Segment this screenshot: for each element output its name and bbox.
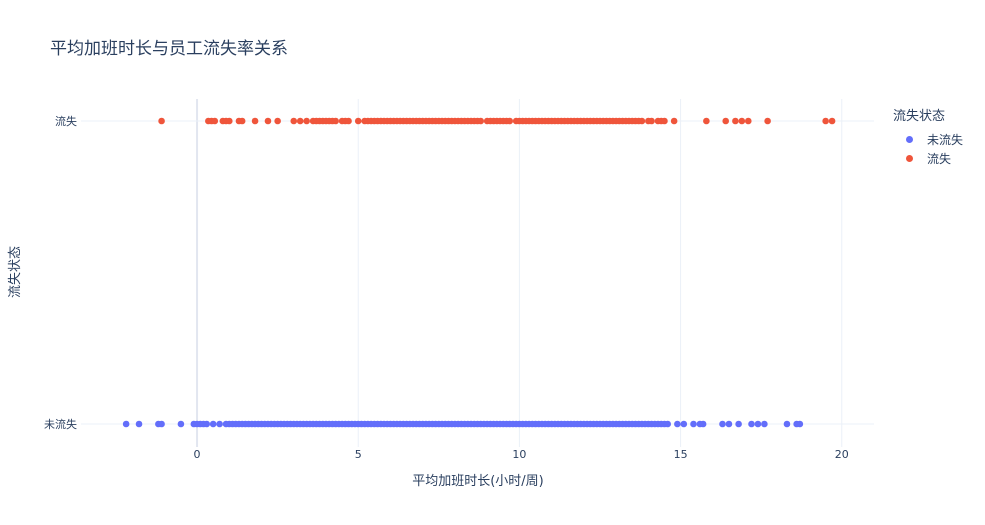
legend-title: 流失状态 bbox=[893, 109, 946, 124]
data-point-not-churned bbox=[209, 420, 217, 428]
data-point-churned bbox=[345, 117, 352, 125]
data-point-not-churned bbox=[216, 420, 223, 428]
data-point-churned bbox=[648, 117, 655, 125]
y-tick-label: 未流失 bbox=[44, 417, 77, 431]
legend: 流失状态 未流失 流失 bbox=[893, 105, 963, 168]
legend-item-not-churned[interactable]: 未流失 bbox=[893, 130, 963, 149]
y-tick-label: 流失 bbox=[55, 114, 77, 128]
data-point-not-churned bbox=[674, 420, 681, 428]
x-tick-label: 10 bbox=[512, 448, 526, 461]
data-point-not-churned bbox=[664, 420, 671, 428]
data-point-not-churned bbox=[783, 420, 791, 428]
data-point-churned bbox=[822, 117, 829, 125]
data-point-churned bbox=[332, 117, 339, 125]
data-point-churned bbox=[638, 117, 646, 125]
data-point-churned bbox=[732, 117, 739, 125]
data-point-not-churned bbox=[754, 420, 762, 428]
x-tick-label: 20 bbox=[835, 448, 849, 461]
data-point-churned bbox=[703, 117, 710, 125]
x-tick-label: 0 bbox=[194, 448, 201, 461]
data-point-churned bbox=[477, 117, 485, 125]
data-point-churned bbox=[744, 117, 752, 125]
legend-marker-churned bbox=[906, 155, 913, 162]
data-point-churned bbox=[303, 117, 310, 125]
data-point-not-churned bbox=[203, 420, 211, 428]
legend-marker-not-churned bbox=[906, 136, 913, 143]
data-point-not-churned bbox=[699, 420, 707, 428]
data-point-churned bbox=[670, 117, 678, 125]
data-point-churned bbox=[738, 117, 746, 125]
x-axis-title: 平均加班时长(小时/周) bbox=[412, 474, 544, 489]
data-point-not-churned bbox=[680, 420, 688, 428]
data-point-churned bbox=[661, 117, 668, 125]
data-point-not-churned bbox=[748, 420, 755, 428]
data-point-churned bbox=[764, 117, 771, 125]
x-tick-label: 15 bbox=[674, 448, 688, 461]
data-point-churned bbox=[211, 117, 219, 125]
data-point-not-churned bbox=[690, 420, 697, 428]
data-point-churned bbox=[274, 117, 281, 125]
data-point-churned bbox=[828, 117, 836, 125]
legend-label: 未流失 bbox=[927, 133, 964, 147]
data-point-not-churned bbox=[735, 420, 742, 428]
point-layer bbox=[122, 117, 836, 428]
data-point-not-churned bbox=[135, 420, 143, 428]
data-point-churned bbox=[506, 117, 514, 125]
data-point-not-churned bbox=[796, 420, 804, 428]
data-point-churned bbox=[722, 117, 730, 125]
data-point-not-churned bbox=[177, 420, 185, 428]
data-point-churned bbox=[251, 117, 259, 125]
data-point-not-churned bbox=[122, 420, 130, 428]
legend-item-churned[interactable]: 流失 bbox=[893, 149, 963, 168]
data-point-churned bbox=[225, 117, 233, 125]
data-point-churned bbox=[264, 117, 272, 125]
data-point-churned bbox=[296, 117, 304, 125]
data-point-not-churned bbox=[719, 420, 726, 428]
grid-layer bbox=[81, 99, 874, 447]
chart-title: 平均加班时长与员工流失率关系 bbox=[50, 39, 288, 59]
y-axis-title: 流失状态 bbox=[8, 246, 23, 298]
x-tick-label: 5 bbox=[355, 448, 362, 461]
legend-label: 流失 bbox=[927, 152, 952, 166]
data-point-not-churned bbox=[158, 420, 165, 428]
data-point-not-churned bbox=[725, 420, 733, 428]
data-point-not-churned bbox=[761, 420, 768, 428]
data-point-churned bbox=[354, 117, 362, 125]
data-point-churned bbox=[238, 117, 246, 125]
data-point-churned bbox=[290, 117, 298, 125]
tick-layer: 0 5 10 15 20 未流失 流失 bbox=[44, 114, 849, 461]
data-point-churned bbox=[158, 117, 165, 125]
